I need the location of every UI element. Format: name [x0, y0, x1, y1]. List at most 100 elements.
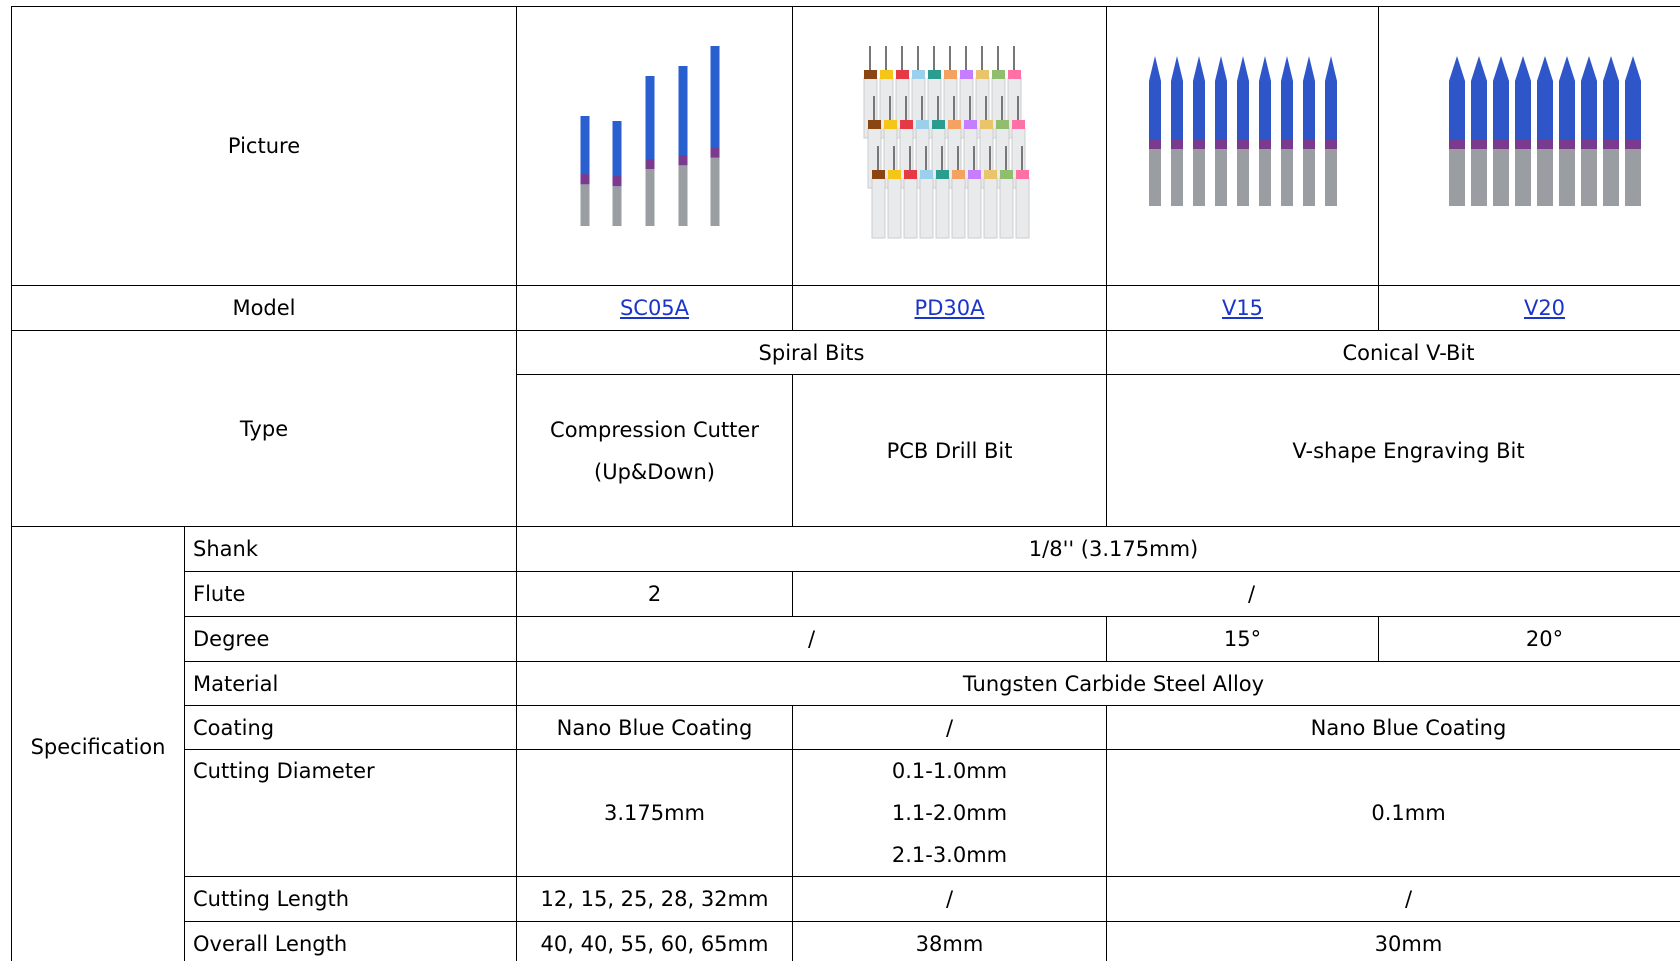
- drill-bit: [952, 96, 955, 120]
- drill-ring: [927, 70, 941, 79]
- drill-case: [903, 177, 917, 239]
- bit-ring: [678, 155, 687, 166]
- bit-ring: [1536, 139, 1553, 149]
- drill-bit: [972, 146, 975, 170]
- model-link[interactable]: V20: [1523, 296, 1566, 320]
- drill-bit: [964, 46, 967, 70]
- drill-bit: [900, 46, 903, 70]
- drill-bit: [996, 46, 999, 70]
- drill-bit: [1000, 96, 1003, 120]
- bit-flute: [1558, 56, 1575, 149]
- spec-row: Specification Shank 1/8'' (3.175mm): [11, 526, 1680, 961]
- bit-ring: [1236, 139, 1249, 149]
- bit-flute: [1536, 56, 1553, 149]
- drill-case: [983, 177, 997, 239]
- spec-label: Flute: [184, 571, 517, 617]
- type-group: Spiral Bits: [516, 330, 1107, 375]
- drill-ring: [863, 70, 877, 79]
- drill-ring: [1007, 70, 1021, 79]
- drill-bit: [872, 96, 875, 120]
- drill-bit: [1004, 146, 1007, 170]
- spec-table: Picture Model SC05A PD30A V15 V20 Type S…: [11, 6, 1680, 961]
- spec-value: 40, 40, 55, 60, 65mm: [516, 921, 793, 961]
- drill-ring: [995, 120, 1009, 129]
- spec-value: /: [516, 616, 1107, 662]
- spec-label: Cutting Diameter: [184, 749, 517, 877]
- drill-ring: [943, 70, 957, 79]
- bit-shank: [1602, 149, 1619, 206]
- drill-ring: [867, 120, 881, 129]
- product-image: [1448, 56, 1641, 206]
- bit-shank: [1492, 149, 1509, 206]
- drill-ring: [967, 170, 981, 179]
- drill-ring: [887, 170, 901, 179]
- product-image: [1148, 56, 1337, 206]
- drill-case: [999, 177, 1013, 239]
- spec-row: Coating Nano Blue Coating / Nano Blue Coati…: [12, 705, 1680, 750]
- drill-case: [935, 177, 949, 239]
- spec-value: 0.1mm: [1106, 749, 1680, 877]
- drill-case: [919, 177, 933, 239]
- product-image: [580, 46, 719, 226]
- type-cell: PCB Drill Bit: [792, 374, 1107, 527]
- bit-ring: [1624, 139, 1641, 149]
- drill-ring: [919, 170, 933, 179]
- bit-ring: [1170, 139, 1183, 149]
- bit-flute: [1214, 56, 1227, 149]
- drill-bit: [888, 96, 891, 120]
- drill-ring: [991, 70, 1005, 79]
- bit-shank: [1170, 149, 1183, 206]
- spec-value: /: [1106, 876, 1680, 922]
- drill-bit: [988, 146, 991, 170]
- bit-flute: [1236, 56, 1249, 149]
- spec-value: 20°: [1378, 616, 1680, 662]
- model-row: Model SC05A PD30A V15 V20: [11, 285, 1680, 331]
- drill-bit: [948, 46, 951, 70]
- bit-shank: [1558, 149, 1575, 206]
- drill-bit: [868, 46, 871, 70]
- model-link[interactable]: PD30A: [914, 296, 985, 320]
- spec-value: /: [792, 705, 1107, 750]
- model-link[interactable]: V15: [1221, 296, 1264, 320]
- drill-case: [951, 177, 965, 239]
- bit-shank: [1536, 149, 1553, 206]
- bit-ring: [1448, 139, 1465, 149]
- drill-bit: [940, 146, 943, 170]
- bit-shank: [1470, 149, 1487, 206]
- bit-ring: [580, 174, 589, 185]
- model-link[interactable]: SC05A: [619, 296, 690, 320]
- drill-ring: [915, 120, 929, 129]
- spec-value: Nano Blue Coating: [516, 705, 793, 750]
- bit-shank: [1236, 149, 1249, 206]
- model-cell: SC05A: [516, 285, 793, 331]
- spec-value: 15°: [1106, 616, 1379, 662]
- drill-ring: [879, 70, 893, 79]
- drill-bit: [908, 146, 911, 170]
- bit-shank: [1280, 149, 1293, 206]
- spec-value: /: [792, 571, 1680, 617]
- drill-bit: [968, 96, 971, 120]
- spec-value: 12, 15, 25, 28, 32mm: [516, 876, 793, 922]
- drill-ring: [931, 120, 945, 129]
- spec-row: Degree/15° 20°: [12, 616, 1680, 662]
- bit-flute: [1324, 56, 1337, 149]
- bit-ring: [1280, 139, 1293, 149]
- bit-shank: [1214, 149, 1227, 206]
- bit-shank: [1324, 149, 1337, 206]
- bit-flute: [1514, 56, 1531, 149]
- drill-ring: [883, 120, 897, 129]
- drill-ring: [1011, 120, 1025, 129]
- drill-ring: [983, 170, 997, 179]
- spec-value: 0.1-1.0mm 1.1-2.0mm 2.1-3.0mm: [792, 749, 1107, 877]
- drill-ring: [947, 120, 961, 129]
- bit-ring: [1558, 139, 1575, 149]
- bit-ring: [645, 159, 654, 169]
- type-group-row: Type Spiral Bits Conical V-Bit: [11, 330, 1680, 527]
- drill-case: [1015, 177, 1029, 239]
- drill-bit: [1016, 96, 1019, 120]
- bit-ring: [1470, 139, 1487, 149]
- bit-ring: [1302, 139, 1315, 149]
- bit-flute: [1580, 56, 1597, 149]
- bit-ring: [1148, 139, 1161, 149]
